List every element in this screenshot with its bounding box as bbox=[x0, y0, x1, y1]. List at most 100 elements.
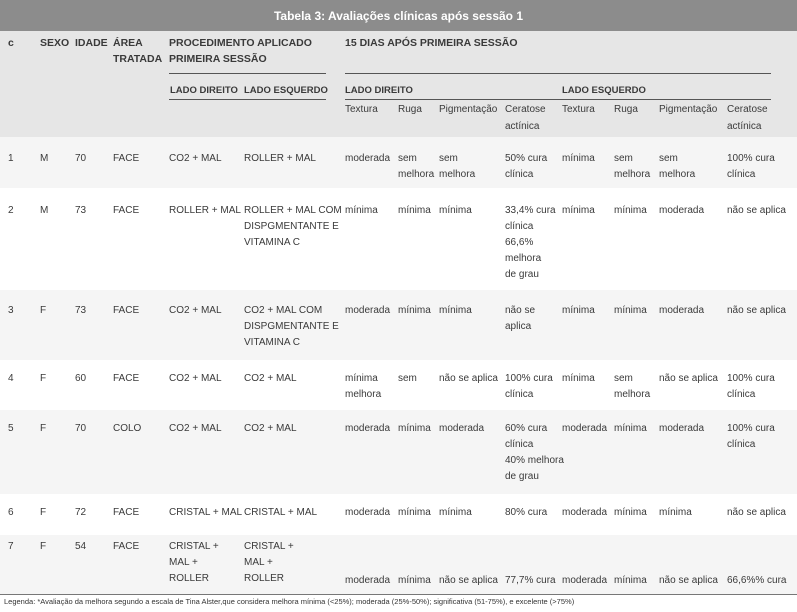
cell-d-textura: moderada bbox=[345, 150, 390, 167]
cell-d-cer: não se bbox=[505, 302, 535, 319]
cell-d-cer: de grau bbox=[505, 266, 539, 283]
cell-d-pig: sem bbox=[439, 150, 458, 167]
cell-proc-esq: VITAMINA C bbox=[244, 334, 300, 351]
cell-sexo: M bbox=[40, 202, 48, 219]
header-procedimento-line2: PRIMEIRA SESSÃO bbox=[169, 50, 267, 68]
cell-area: FACE bbox=[113, 504, 139, 521]
header-e-pigmentacao: Pigmentação bbox=[659, 101, 717, 118]
cell-e-textura: mínima bbox=[562, 302, 595, 319]
cell-proc-esq: MAL + bbox=[244, 554, 273, 571]
cell-proc-esq: ROLLER + MAL bbox=[244, 150, 316, 167]
cell-e-ruga: mínima bbox=[614, 202, 647, 219]
cell-d-pig: moderada bbox=[439, 420, 484, 437]
cell-d-ruga: mínima bbox=[398, 420, 431, 437]
header-d-pigmentacao: Pigmentação bbox=[439, 101, 497, 118]
header-area-line2: TRATADA bbox=[113, 50, 162, 68]
cell-proc-dir: ROLLER bbox=[169, 570, 209, 587]
header-idade: IDADE bbox=[75, 34, 108, 52]
cell-d-cer: clínica bbox=[505, 218, 533, 235]
cell-sexo: F bbox=[40, 370, 46, 387]
cell-area: COLO bbox=[113, 420, 141, 437]
cell-e-ruga: mínima bbox=[614, 572, 647, 589]
header-rule-dias-sides bbox=[345, 99, 771, 100]
cell-area: FACE bbox=[113, 370, 139, 387]
cell-c: 3 bbox=[8, 302, 14, 319]
cell-d-cer: 40% melhora bbox=[505, 452, 564, 469]
cell-d-cer: 80% cura bbox=[505, 504, 547, 521]
cell-d-ruga: melhora bbox=[398, 166, 434, 183]
cell-proc-esq: VITAMINA C bbox=[244, 234, 300, 251]
cell-sexo: M bbox=[40, 150, 48, 167]
cell-sexo: F bbox=[40, 538, 46, 555]
cell-c: 5 bbox=[8, 420, 14, 437]
cell-idade: 60 bbox=[75, 370, 86, 387]
cell-c: 4 bbox=[8, 370, 14, 387]
cell-d-pig: mínima bbox=[439, 302, 472, 319]
cell-idade: 73 bbox=[75, 302, 86, 319]
cell-d-textura: moderada bbox=[345, 572, 390, 589]
cell-d-cer: 77,7% cura bbox=[505, 572, 556, 589]
cell-idade: 73 bbox=[75, 202, 86, 219]
cell-d-ruga: mínima bbox=[398, 504, 431, 521]
cell-e-textura: moderada bbox=[562, 572, 607, 589]
cell-area: FACE bbox=[113, 150, 139, 167]
cell-d-cer: 50% cura bbox=[505, 150, 547, 167]
cell-area: FACE bbox=[113, 302, 139, 319]
header-proc-lado-direito: LADO DIREITO bbox=[170, 82, 238, 100]
header-c: c bbox=[8, 34, 14, 52]
cell-sexo: F bbox=[40, 420, 46, 437]
cell-c: 1 bbox=[8, 150, 14, 167]
cell-e-textura: mínima bbox=[562, 150, 595, 167]
cell-sexo: F bbox=[40, 302, 46, 319]
cell-idade: 70 bbox=[75, 150, 86, 167]
cell-e-pig: mínima bbox=[659, 504, 692, 521]
cell-proc-esq: CRISTAL + bbox=[244, 538, 294, 555]
cell-d-ruga: sem bbox=[398, 370, 417, 387]
cell-d-textura: melhora bbox=[345, 386, 381, 403]
cell-proc-esq: ROLLER bbox=[244, 570, 284, 587]
cell-proc-esq: CO2 + MAL COM bbox=[244, 302, 322, 319]
header-d-ruga: Ruga bbox=[398, 101, 422, 118]
cell-d-textura: moderada bbox=[345, 302, 390, 319]
cell-e-pig: moderada bbox=[659, 202, 704, 219]
cell-proc-dir: MAL + bbox=[169, 554, 198, 571]
cell-e-cer: não se aplica bbox=[727, 504, 786, 521]
cell-area: FACE bbox=[113, 538, 139, 555]
cell-c: 7 bbox=[8, 538, 14, 555]
cell-e-pig: moderada bbox=[659, 302, 704, 319]
cell-d-cer: de grau bbox=[505, 468, 539, 485]
row-band-3 bbox=[0, 290, 797, 360]
cell-e-ruga: mínima bbox=[614, 420, 647, 437]
cell-d-cer: 33,4% cura bbox=[505, 202, 556, 219]
cell-proc-dir: CO2 + MAL bbox=[169, 420, 222, 437]
header-sexo: SEXO bbox=[40, 34, 69, 52]
header-rule-proc-sides bbox=[169, 99, 326, 100]
header-15-dias: 15 DIAS APÓS PRIMEIRA SESSÃO bbox=[345, 34, 518, 52]
cell-e-ruga: mínima bbox=[614, 302, 647, 319]
header-e-ceratose-line1: Ceratose bbox=[727, 101, 768, 118]
cell-d-cer: clínica bbox=[505, 166, 533, 183]
cell-e-cer: 66,6%% cura bbox=[727, 572, 786, 589]
header-e-ruga: Ruga bbox=[614, 101, 638, 118]
cell-d-cer: 60% cura bbox=[505, 420, 547, 437]
cell-d-ruga: mínima bbox=[398, 302, 431, 319]
header-e-ceratose-line2: actínica bbox=[727, 118, 761, 135]
cell-e-cer: 100% cura bbox=[727, 420, 775, 437]
cell-d-pig: mínima bbox=[439, 504, 472, 521]
cell-e-ruga: melhora bbox=[614, 386, 650, 403]
cell-d-pig: mínima bbox=[439, 202, 472, 219]
cell-proc-esq: ROLLER + MAL COM bbox=[244, 202, 342, 219]
cell-d-cer: clínica bbox=[505, 436, 533, 453]
cell-sexo: F bbox=[40, 504, 46, 521]
cell-proc-dir: CO2 + MAL bbox=[169, 370, 222, 387]
cell-e-cer: 100% cura bbox=[727, 150, 775, 167]
header-dias-lado-esquerdo: LADO ESQUERDO bbox=[562, 82, 646, 100]
cell-d-textura: moderada bbox=[345, 420, 390, 437]
cell-d-ruga: sem bbox=[398, 150, 417, 167]
header-dias-lado-direito: LADO DIREITO bbox=[345, 82, 413, 100]
cell-d-cer: clínica bbox=[505, 386, 533, 403]
table-title: Tabela 3: Avaliações clínicas após sessã… bbox=[0, 0, 797, 31]
footer-rule bbox=[0, 594, 797, 595]
cell-e-ruga: mínima bbox=[614, 504, 647, 521]
